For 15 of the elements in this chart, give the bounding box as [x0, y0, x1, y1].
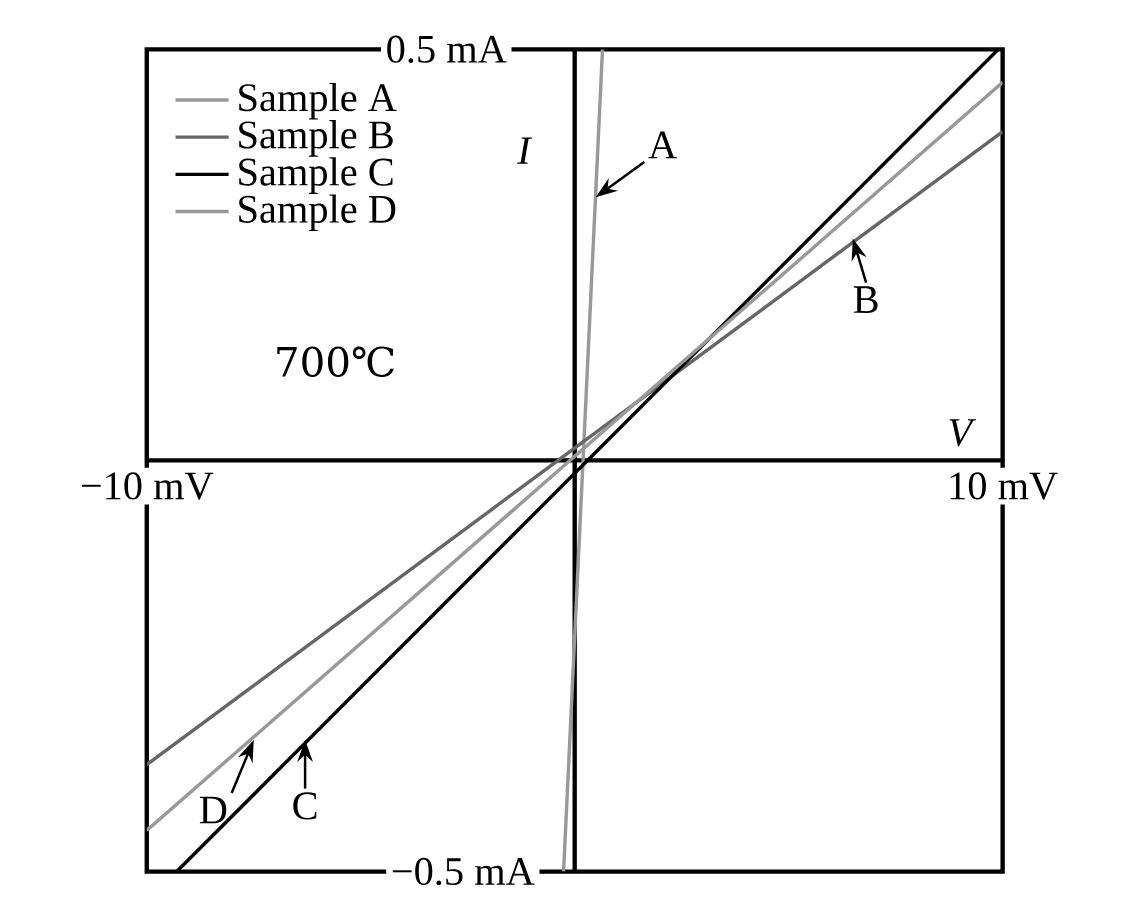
legend-label: Sample B [239, 120, 393, 157]
annotation: 700℃ [277, 346, 394, 378]
annotation: D [199, 796, 227, 824]
legend-label: Sample A [239, 82, 397, 120]
annotation: B [853, 286, 878, 313]
annotation: C [293, 792, 317, 820]
annotation: A [648, 131, 677, 159]
y-tick-label: −0.5 mA [392, 857, 535, 886]
x-axis-title: V [949, 419, 977, 447]
x-tick-label: 10 mV [950, 472, 1058, 500]
legend-label: Sample D [239, 194, 396, 232]
x-tick-label: −10 mV [81, 472, 214, 500]
y-tick-label: 0.5 mA [387, 35, 507, 64]
legend-label: Sample C [239, 157, 393, 194]
y-axis-title: I [517, 137, 533, 164]
